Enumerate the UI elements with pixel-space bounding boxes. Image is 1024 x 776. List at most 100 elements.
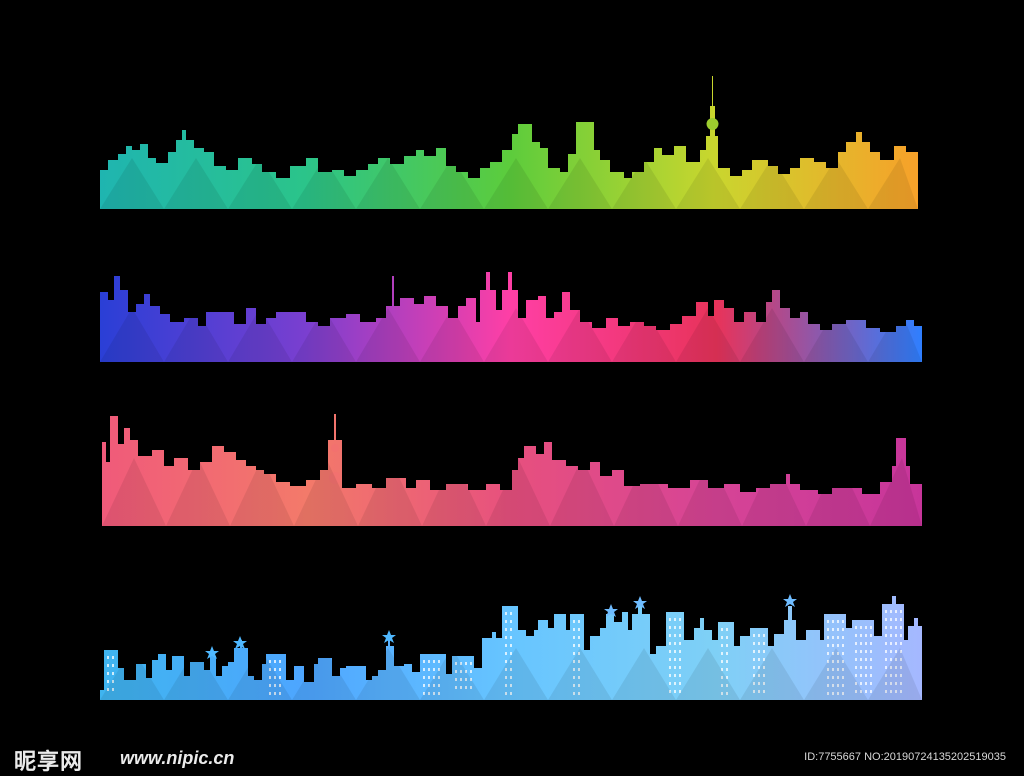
window: [721, 628, 723, 631]
window: [721, 660, 723, 663]
window: [465, 662, 467, 665]
window: [505, 644, 507, 647]
window: [758, 666, 760, 669]
window: [758, 634, 760, 637]
facet-triangle: [676, 648, 740, 700]
window: [726, 628, 728, 631]
window: [438, 692, 440, 695]
window: [842, 660, 844, 663]
window: [669, 650, 671, 653]
window: [900, 610, 902, 613]
window: [885, 682, 887, 685]
star-icon: [233, 636, 247, 649]
window: [832, 644, 834, 647]
facet-triangle: [548, 648, 612, 700]
window: [112, 672, 114, 675]
window: [758, 650, 760, 653]
window: [885, 642, 887, 645]
window: [433, 684, 435, 687]
window: [832, 620, 834, 623]
window: [842, 668, 844, 671]
window: [423, 692, 425, 695]
window: [827, 684, 829, 687]
window: [855, 690, 857, 693]
window: [890, 682, 892, 685]
window: [505, 676, 507, 679]
window: [107, 680, 109, 683]
window: [837, 652, 839, 655]
window: [433, 692, 435, 695]
window: [860, 642, 862, 645]
window: [679, 658, 681, 661]
facet-triangle: [358, 458, 422, 526]
window: [279, 676, 281, 679]
facet-triangle: [612, 158, 676, 209]
window: [674, 618, 676, 621]
window: [763, 690, 765, 693]
blue-pink-skyline: [100, 272, 922, 362]
window: [470, 686, 472, 689]
facet-triangle: [804, 308, 868, 362]
window: [573, 676, 575, 679]
window: [573, 636, 575, 639]
window: [578, 628, 580, 631]
window: [827, 620, 829, 623]
window: [870, 674, 872, 677]
window: [674, 674, 676, 677]
window: [890, 626, 892, 629]
facet-triangle: [676, 158, 740, 209]
window: [870, 690, 872, 693]
window: [832, 668, 834, 671]
window: [832, 652, 834, 655]
facet-triangle: [870, 458, 922, 526]
star-icon: [382, 630, 396, 643]
window: [455, 686, 457, 689]
window: [900, 690, 902, 693]
window: [455, 678, 457, 681]
window: [890, 650, 892, 653]
window: [865, 658, 867, 661]
window: [669, 618, 671, 621]
facet-triangle: [868, 158, 918, 209]
window: [510, 620, 512, 623]
window: [274, 660, 276, 663]
window: [578, 644, 580, 647]
window: [832, 636, 834, 639]
window: [674, 626, 676, 629]
window: [423, 668, 425, 671]
window: [510, 612, 512, 615]
window: [510, 636, 512, 639]
window: [832, 628, 834, 631]
window: [842, 628, 844, 631]
window: [885, 658, 887, 661]
window: [573, 652, 575, 655]
window: [837, 692, 839, 695]
window: [900, 674, 902, 677]
window: [107, 688, 109, 691]
facet-triangle: [422, 458, 486, 526]
window: [860, 634, 862, 637]
window: [827, 644, 829, 647]
window: [895, 650, 897, 653]
window: [460, 662, 462, 665]
window: [855, 626, 857, 629]
window: [465, 678, 467, 681]
window: [885, 690, 887, 693]
window: [865, 690, 867, 693]
window: [269, 660, 271, 663]
window: [578, 636, 580, 639]
window: [721, 668, 723, 671]
window: [885, 674, 887, 677]
window: [855, 658, 857, 661]
window: [758, 682, 760, 685]
facet-triangle: [230, 458, 294, 526]
window: [578, 652, 580, 655]
window: [758, 690, 760, 693]
window: [895, 666, 897, 669]
window: [721, 644, 723, 647]
window: [510, 660, 512, 663]
window: [470, 678, 472, 681]
window: [837, 644, 839, 647]
window: [674, 666, 676, 669]
window: [900, 650, 902, 653]
